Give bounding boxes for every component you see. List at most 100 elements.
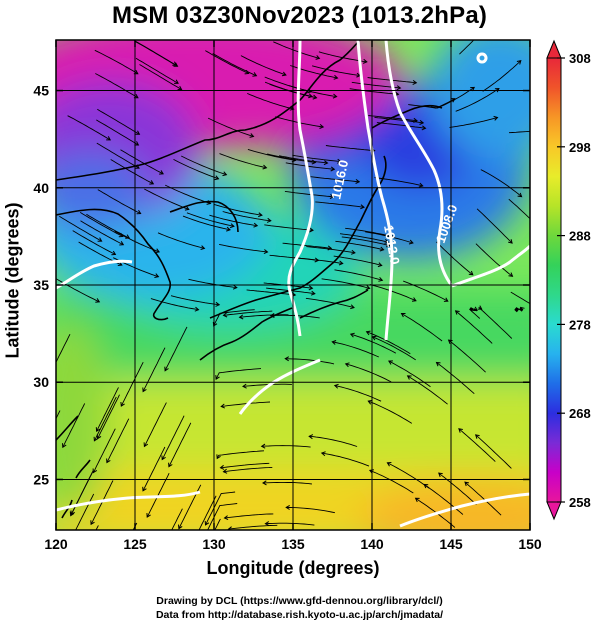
streamline: [75, 493, 95, 530]
streamline-arrowhead: [125, 234, 131, 239]
streamline: [59, 215, 102, 242]
streamline-arrowhead: [227, 526, 232, 530]
streamline-arrowhead: [135, 130, 141, 135]
streamline-arrowhead: [111, 250, 117, 256]
streamline-arrowhead: [69, 511, 75, 517]
streamline-arrowhead: [229, 223, 235, 229]
streamline-arrowhead: [377, 262, 383, 268]
streamline: [335, 240, 384, 251]
streamline: [79, 212, 124, 237]
streamline: [142, 347, 166, 392]
streamline: [459, 40, 475, 55]
streamline-arrowhead: [379, 246, 385, 252]
streamline: [339, 233, 389, 243]
streamline-arrowhead: [418, 182, 424, 188]
streamline-arrowhead: [508, 239, 513, 244]
streamline-arrowhead: [493, 115, 499, 121]
streamline-arrowhead: [215, 301, 221, 307]
streamline: [120, 361, 144, 407]
lat-lon-gridlines: [56, 40, 530, 530]
streamline: [273, 41, 320, 59]
streamline-arrowhead: [365, 330, 371, 336]
streamline: [334, 269, 383, 281]
streamline: [144, 402, 167, 447]
x-tick-label: 120: [44, 536, 68, 552]
streamline-arrowhead: [194, 306, 200, 312]
streamline-arrowhead: [72, 534, 76, 538]
streamline-arrowhead: [149, 180, 155, 185]
streamline-arrowhead: [222, 468, 228, 474]
streamline-arrowhead: [362, 58, 368, 64]
streamline: [62, 403, 86, 448]
streamline: [182, 215, 231, 231]
streamline-arrowhead: [386, 462, 392, 467]
streamline-arrowhead: [333, 74, 339, 80]
streamline: [186, 212, 234, 227]
streamline-arrowhead: [159, 170, 164, 175]
streamline-arrowhead: [232, 284, 238, 290]
x-tick-label: 135: [281, 536, 305, 552]
streamline-arrowhead: [474, 434, 480, 439]
streamline: [56, 333, 71, 364]
colorbar-max-arrow: [546, 39, 562, 59]
streamline-arrowhead: [96, 434, 102, 440]
x-tick-label: 125: [123, 536, 147, 552]
streamline: [448, 339, 486, 373]
streamline: [279, 155, 328, 164]
streamline-arrowhead: [200, 245, 206, 250]
streamline: [80, 220, 124, 246]
streamline-arrowhead: [142, 387, 147, 393]
colorbar-tick-label: 298: [569, 140, 591, 155]
streamline: [146, 473, 170, 518]
streamline: [292, 154, 341, 163]
streamline-arrowhead: [161, 455, 166, 461]
streamline-arrowhead: [266, 217, 272, 223]
streamline-arrowhead: [174, 79, 179, 84]
streamline: [455, 310, 493, 344]
streamline-arrowhead: [97, 237, 103, 242]
streamline: [264, 224, 314, 231]
streamline: [455, 88, 500, 112]
streamline: [261, 445, 311, 448]
streamline-arrowhead: [490, 20, 494, 24]
streamline-arrowhead: [419, 120, 425, 125]
streamline: [215, 368, 262, 380]
streamline-arrowhead: [214, 175, 220, 181]
streamline-arrowhead: [435, 361, 441, 367]
streamline: [96, 387, 119, 432]
streamline: [181, 155, 227, 176]
streamline-arrowhead: [143, 442, 149, 448]
streamline: [142, 446, 166, 492]
streamline: [458, 428, 496, 462]
streamline: [165, 184, 211, 204]
streamline: [72, 230, 116, 255]
y-tick-label: 45: [33, 83, 49, 99]
streamline: [240, 55, 287, 76]
streamline-arrowhead: [338, 260, 344, 266]
streamline: [368, 400, 413, 424]
streamline: [95, 525, 99, 530]
streamline-arrowhead: [93, 436, 99, 442]
streamline: [247, 92, 294, 110]
x-tick-label: 140: [360, 536, 384, 552]
streamline-arrowhead: [350, 304, 355, 310]
streamline: [333, 255, 382, 266]
streamline: [345, 227, 394, 238]
streamline-arrowhead: [173, 62, 179, 67]
streamline-arrowhead: [473, 306, 478, 311]
streamline-arrowhead: [310, 290, 316, 296]
streamline-arrowhead: [223, 515, 229, 521]
streamline-arrowhead: [238, 314, 244, 320]
streamline-arrowhead: [178, 524, 183, 530]
streamline: [372, 336, 416, 361]
streamline-arrowhead: [222, 312, 228, 318]
y-tick-label: 25: [33, 471, 49, 487]
streamline-arrowhead: [360, 204, 365, 210]
streamline-arrowhead: [136, 209, 142, 215]
streamline: [207, 117, 254, 137]
streamline: [325, 145, 375, 152]
streamline: [157, 232, 205, 249]
streamline: [94, 396, 117, 442]
streamline: [369, 283, 417, 302]
streamline: [220, 462, 270, 469]
